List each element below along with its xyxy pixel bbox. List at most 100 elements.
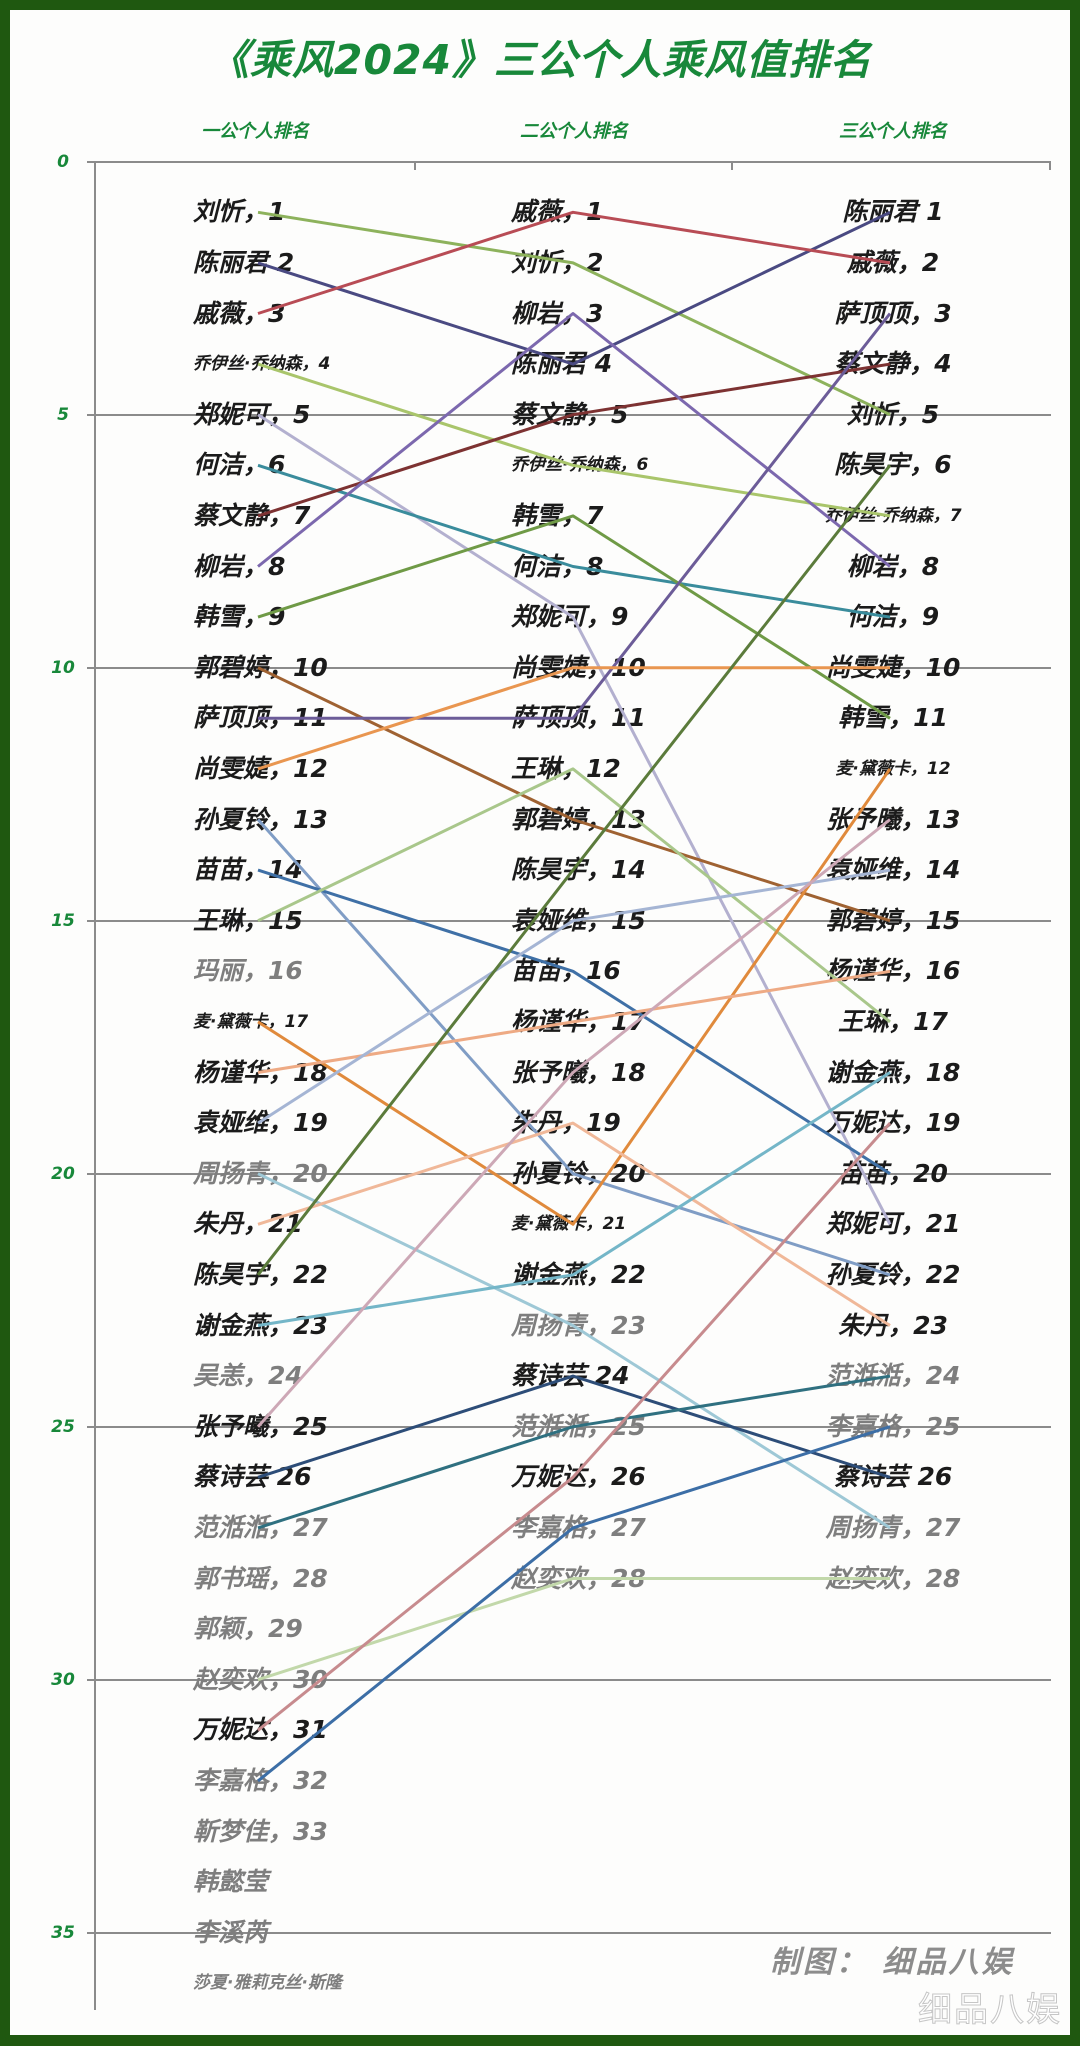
rank-label: 谢金燕，23	[193, 1310, 328, 1340]
rank-label: 朱丹，19	[511, 1108, 621, 1138]
rank-label: 陈丽君 2	[193, 247, 295, 277]
rank-label: 陈昊宇，6	[834, 450, 952, 480]
rank-label: 赵奕欢，28	[511, 1563, 646, 1593]
rank-label: 郭颖，29	[193, 1614, 303, 1644]
rank-label: 刘忻，2	[511, 247, 604, 277]
rank-label: 郭碧婷，13	[511, 804, 646, 834]
rank-label: 张予曦，25	[193, 1411, 328, 1441]
rank-label: 谢金燕，18	[825, 1057, 961, 1087]
rank-label: 韩懿莹	[193, 1867, 269, 1897]
rank-label: 袁娅维，14	[825, 855, 961, 885]
rank-label: 李嘉格，25	[825, 1411, 961, 1441]
rank-label: 万妮达，31	[193, 1715, 328, 1745]
rank-label: 万妮达，26	[511, 1462, 646, 1492]
column-header-round-2: 二公个人排名	[520, 121, 628, 142]
rank-label: 郭书瑶，28	[193, 1563, 328, 1593]
rank-label: 柳岩，8	[846, 551, 940, 581]
rank-label: 萨顶顶，11	[193, 703, 328, 733]
rank-label: 杨谨华，18	[193, 1057, 328, 1087]
rank-label: 蔡文静，7	[193, 500, 311, 530]
rank-label: 王琳，12	[511, 753, 621, 783]
rank-label: 朱丹，21	[193, 1209, 303, 1239]
y-tick-label: 0	[57, 151, 69, 172]
rank-label: 范湉湉，24	[825, 1361, 961, 1391]
rank-label: 蔡诗芸 26	[833, 1462, 953, 1492]
rank-label: 谢金燕，22	[511, 1259, 646, 1289]
rank-label: 郭碧婷，10	[193, 652, 328, 682]
rank-label: 尚雯婕，10	[825, 652, 961, 682]
rank-label: 周扬青，23	[511, 1310, 646, 1340]
rank-label: 刘忻，1	[193, 197, 286, 227]
rank-label: 张予曦，13	[825, 804, 961, 834]
rank-label: 吴恙，24	[193, 1361, 303, 1391]
rank-label: 蔡文静，5	[511, 399, 629, 429]
rank-label: 麦·黛薇卡，12	[835, 758, 951, 779]
rank-label: 蔡文静，4	[834, 349, 952, 379]
rank-label: 朱丹，23	[838, 1310, 948, 1340]
y-tick-label: 25	[51, 1416, 75, 1437]
rank-label: 陈丽君 1	[842, 197, 944, 227]
rank-label: 孙夏铃，22	[825, 1259, 961, 1289]
rank-label: 萨顶顶，11	[511, 703, 646, 733]
rank-label: 靳梦佳，33	[193, 1816, 328, 1846]
rank-label: 杨谨华，16	[825, 956, 961, 986]
column-header-round-1: 一公个人排名	[201, 121, 309, 142]
rank-label: 李嘉格，27	[511, 1512, 646, 1542]
y-tick-label: 35	[51, 1922, 75, 1943]
rank-label: 萨顶顶，3	[834, 298, 952, 328]
x-axis-tick	[1049, 161, 1051, 170]
column-header-round-3: 三公个人排名	[839, 121, 947, 142]
rank-label: 郑妮可，9	[511, 602, 629, 632]
rank-label: 袁娅维，15	[511, 905, 646, 935]
rank-label: 孙夏铃，13	[193, 804, 328, 834]
rank-label: 赵奕欢，28	[825, 1563, 961, 1593]
rank-label: 何洁，6	[193, 450, 286, 480]
y-tick-label: 20	[51, 1163, 75, 1184]
y-tick-label: 15	[51, 910, 75, 931]
rank-label: 赵奕欢，30	[193, 1664, 328, 1694]
rank-label: 杨谨华，17	[511, 1006, 646, 1036]
rank-label: 李嘉格，32	[193, 1765, 328, 1795]
rank-label: 玛丽，16	[193, 956, 303, 986]
rank-label: 周扬青，27	[825, 1512, 961, 1542]
rank-label: 何洁，8	[511, 551, 604, 581]
rank-label: 王琳，17	[838, 1006, 948, 1036]
rank-label: 韩雪，11	[838, 703, 948, 733]
rank-label: 何洁，9	[846, 602, 940, 632]
rank-label: 王琳，15	[193, 905, 303, 935]
rank-label: 刘忻，5	[846, 399, 940, 429]
gridline	[87, 1931, 1051, 1934]
rank-label: 乔伊丝·乔纳森，4	[193, 354, 331, 375]
rank-label: 郑妮可，5	[193, 399, 311, 429]
y-axis-line	[94, 161, 96, 2010]
rank-label: 袁娅维，19	[193, 1108, 328, 1138]
rank-label: 郭碧婷，15	[825, 905, 961, 935]
rank-label: 周扬青，20	[193, 1158, 328, 1188]
rank-label: 尚雯婕，12	[193, 753, 328, 783]
rank-label: 孙夏铃，20	[511, 1158, 646, 1188]
rank-label: 范湉湉，25	[511, 1411, 646, 1441]
y-tick-label: 30	[51, 1669, 75, 1690]
rank-label: 韩雪，9	[193, 602, 286, 632]
rank-label: 尚雯婕，10	[511, 652, 646, 682]
y-tick-label: 10	[51, 657, 75, 678]
rank-label: 苗苗，14	[193, 855, 303, 885]
rank-label: 苗苗，16	[511, 956, 621, 986]
x-axis-tick	[414, 161, 416, 170]
rank-label: 麦·黛薇卡，21	[511, 1214, 627, 1235]
rank-label: 柳岩，3	[511, 298, 604, 328]
y-tick-label: 5	[57, 404, 69, 425]
rank-label: 乔伊丝·乔纳森，6	[511, 455, 649, 476]
rank-label: 柳岩，8	[193, 551, 286, 581]
rank-label: 苗苗，20	[838, 1158, 948, 1188]
rank-label: 张予曦，18	[511, 1057, 646, 1087]
rank-label: 万妮达，19	[825, 1108, 961, 1138]
rank-label: 戚薇，1	[511, 197, 604, 227]
chart-credit: 制图： 细品八娱	[770, 1945, 1015, 1980]
rank-label: 李溪芮	[193, 1917, 269, 1947]
x-axis-tick	[731, 161, 733, 170]
chart-title: 《乘风2024》三公个人乘风值排名	[207, 36, 873, 84]
rank-label: 陈昊宇，22	[193, 1259, 328, 1289]
rank-label: 陈昊宇，14	[511, 855, 646, 885]
